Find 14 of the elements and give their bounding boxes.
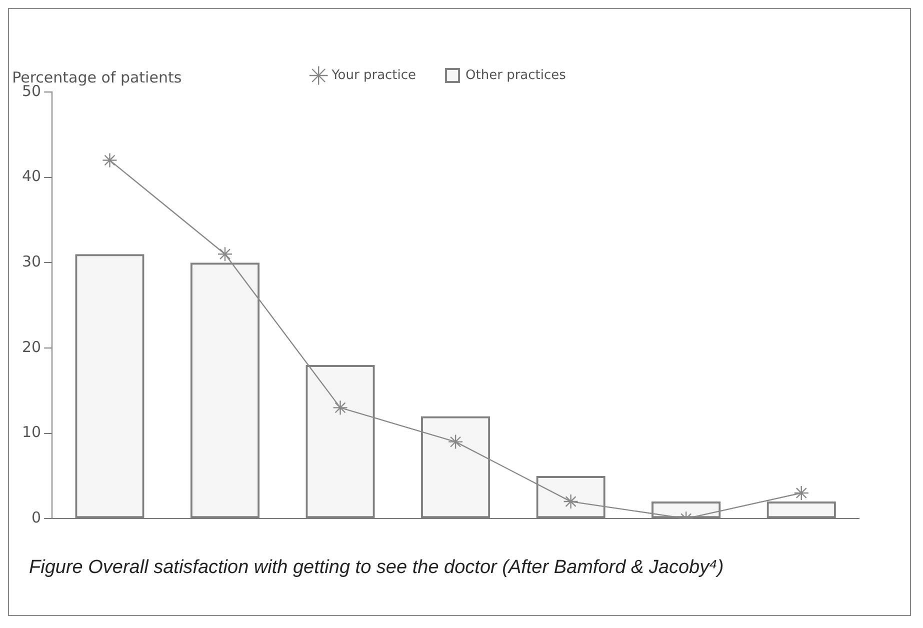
y-tick-label: 30	[22, 252, 42, 271]
y-tick-label: 40	[22, 167, 42, 186]
legend-label: Your practice	[330, 68, 416, 83]
legend-label: Other practices	[466, 68, 566, 83]
point	[563, 494, 578, 510]
y-tick-label: 20	[22, 338, 42, 356]
y-tick-label: 0	[32, 508, 42, 526]
text: Figure Overall satisfaction with getting to see the doctor (After Bamford & Jacoby⁴)	[29, 557, 725, 579]
y-tick-label: 10	[22, 423, 42, 442]
point	[794, 485, 809, 501]
point	[217, 246, 233, 262]
point	[102, 152, 118, 168]
point	[448, 434, 464, 450]
point	[332, 400, 348, 416]
